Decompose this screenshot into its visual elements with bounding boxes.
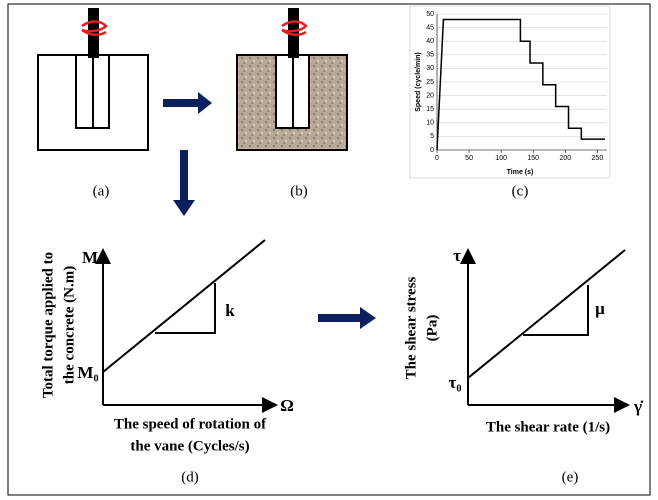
panel-label: (e) bbox=[562, 469, 579, 485]
y-axis-label: (Pa) bbox=[424, 315, 440, 342]
x-tick-label: 50 bbox=[465, 155, 473, 162]
intercept: τ₀ bbox=[449, 373, 462, 392]
x-axis-label: The speed of rotation of bbox=[114, 416, 267, 432]
panel-label: (b) bbox=[290, 183, 308, 199]
x-tick-label: 150 bbox=[527, 155, 539, 162]
y-tick-label: 20 bbox=[426, 92, 434, 99]
shear-plot bbox=[460, 248, 630, 413]
panel-label: (a) bbox=[93, 183, 110, 199]
arrow bbox=[173, 150, 195, 216]
torque-plot bbox=[95, 239, 278, 413]
slope: μ bbox=[595, 299, 605, 318]
panel-label: (d) bbox=[181, 469, 199, 485]
x-axis-label: Time (s) bbox=[507, 169, 534, 176]
frame bbox=[7, 3, 651, 496]
x-tick-label: 250 bbox=[592, 155, 604, 162]
y-tick-label: 35 bbox=[426, 52, 434, 59]
y-tick-label: 0 bbox=[430, 147, 434, 154]
x-tick-label: 200 bbox=[559, 155, 571, 162]
intercept: M₀ bbox=[77, 363, 98, 382]
speed-chart: Speed (cycle/min) Time (s) 0 5 10 15 20 25 30 3… bbox=[409, 5, 611, 179]
y-axis-label: Total torque applied to bbox=[40, 252, 56, 398]
x-symbol: Ω bbox=[280, 396, 294, 415]
speed-line bbox=[436, 18, 606, 151]
slope: k bbox=[225, 301, 235, 320]
y-tick-label: 40 bbox=[426, 38, 434, 45]
y-axis-label: Speed (cycle/min) bbox=[415, 52, 422, 112]
arrow bbox=[163, 92, 212, 114]
y-axis-label: the concrete (N.m) bbox=[61, 266, 77, 384]
y-tick-label: 10 bbox=[426, 120, 434, 127]
y-axis-label: The shear stress bbox=[403, 276, 419, 379]
y-symbol: M bbox=[82, 248, 98, 267]
y-tick-label: 30 bbox=[426, 65, 434, 72]
vane-empty bbox=[37, 8, 149, 151]
vane-concrete bbox=[236, 8, 348, 151]
y-tick-label: 25 bbox=[426, 79, 434, 86]
arrow bbox=[318, 307, 376, 329]
y-tick-label: 5 bbox=[430, 133, 434, 140]
y-tick-label: 15 bbox=[426, 106, 434, 113]
y-symbol: τ bbox=[453, 246, 461, 265]
x-tick-label: 100 bbox=[495, 155, 507, 162]
x-axis-label: The shear rate (1/s) bbox=[486, 419, 610, 435]
y-tick-label: 45 bbox=[426, 24, 434, 31]
x-tick-label: 0 bbox=[435, 155, 439, 162]
panel-label: (c) bbox=[512, 183, 529, 199]
x-axis-label: the vane (Cycles/s) bbox=[130, 438, 249, 454]
y-tick-label: 50 bbox=[426, 11, 434, 18]
x-symbol: γ̇ bbox=[633, 397, 644, 416]
